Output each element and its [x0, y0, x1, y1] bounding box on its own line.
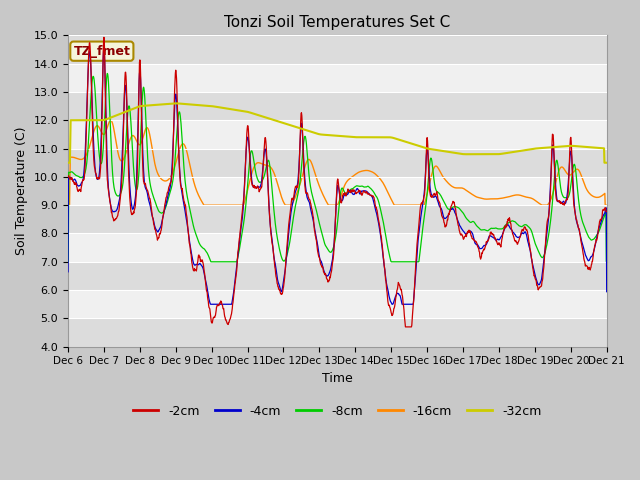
- Bar: [68, 149, 607, 177]
- Title: Tonzi Soil Temperatures Set C: Tonzi Soil Temperatures Set C: [224, 15, 451, 30]
- Bar: [68, 36, 607, 64]
- Bar: [68, 262, 607, 290]
- Bar: [68, 318, 607, 347]
- Text: TZ_fmet: TZ_fmet: [74, 45, 131, 58]
- X-axis label: Time: Time: [322, 372, 353, 385]
- Legend: -2cm, -4cm, -8cm, -16cm, -32cm: -2cm, -4cm, -8cm, -16cm, -32cm: [128, 400, 547, 423]
- Bar: [68, 205, 607, 233]
- Y-axis label: Soil Temperature (C): Soil Temperature (C): [15, 127, 28, 255]
- Bar: [68, 92, 607, 120]
